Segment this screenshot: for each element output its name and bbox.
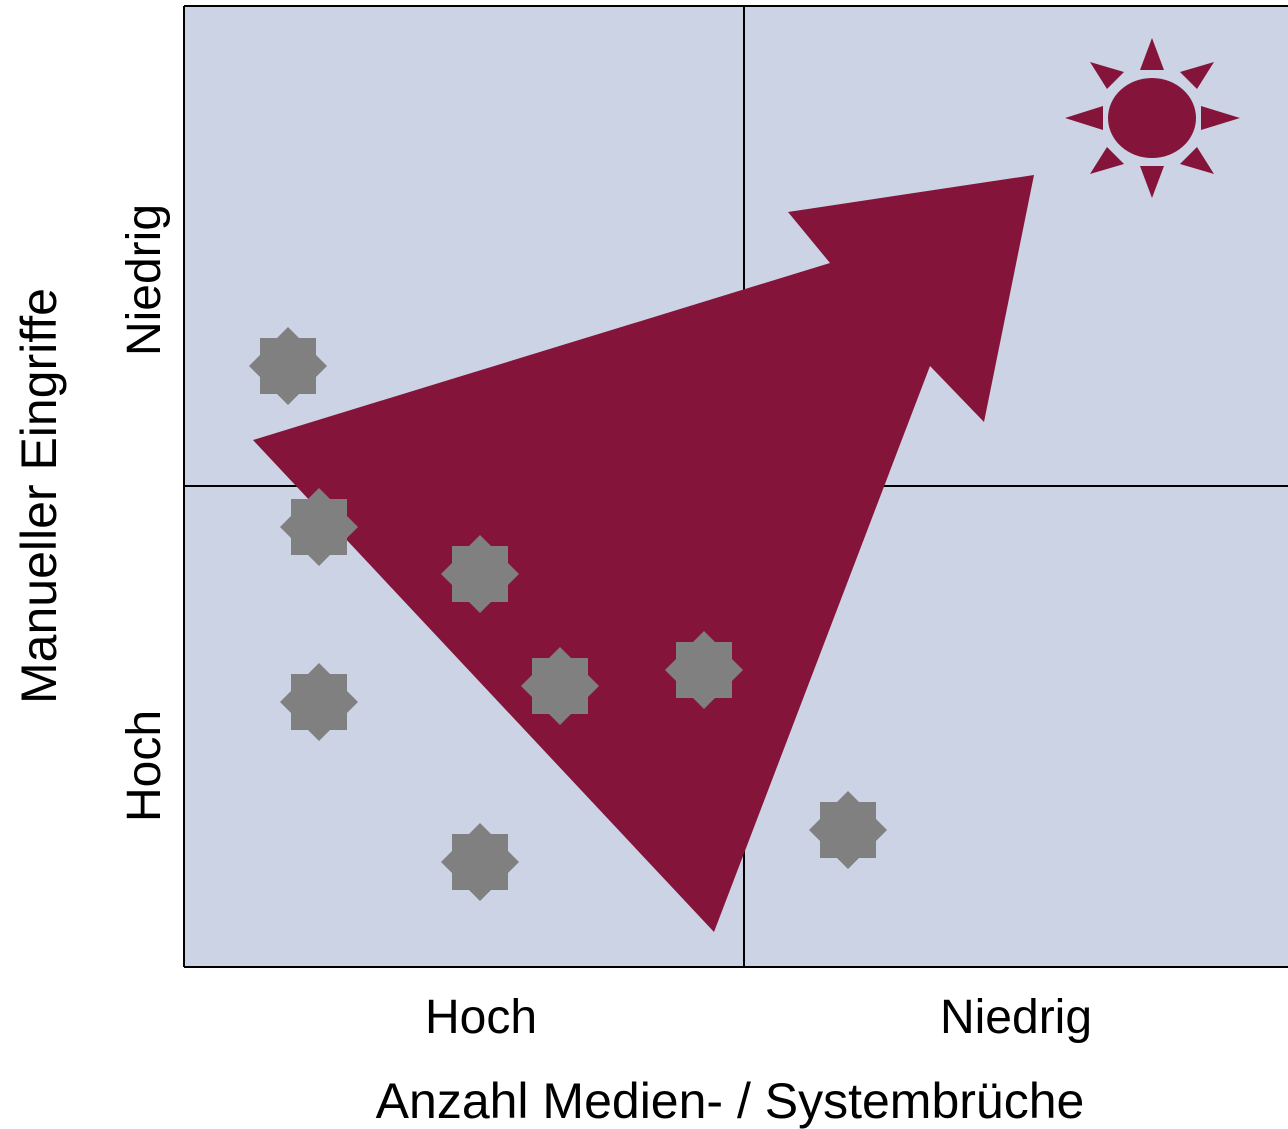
star-marker bbox=[665, 631, 743, 709]
star-marker bbox=[441, 823, 519, 901]
trend-arrow bbox=[253, 175, 1034, 932]
y-axis-label-hoch: Hoch bbox=[118, 710, 171, 822]
y-axis-label-niedrig: Niedrig bbox=[118, 204, 171, 356]
x-axis-title: Anzahl Medien- / Systembrüche bbox=[376, 1073, 1085, 1129]
star-marker bbox=[280, 488, 358, 566]
x-axis-label-hoch: Hoch bbox=[425, 991, 537, 1044]
star-marker bbox=[521, 647, 599, 725]
star-marker bbox=[249, 327, 327, 405]
x-axis-label-niedrig: Niedrig bbox=[940, 991, 1092, 1044]
star-marker bbox=[809, 791, 887, 869]
y-axis-title: Manueller Eingriffe bbox=[11, 288, 67, 704]
marker-group bbox=[249, 327, 887, 901]
star-marker bbox=[441, 535, 519, 613]
star-marker bbox=[280, 663, 358, 741]
sun-icon bbox=[1065, 38, 1240, 198]
